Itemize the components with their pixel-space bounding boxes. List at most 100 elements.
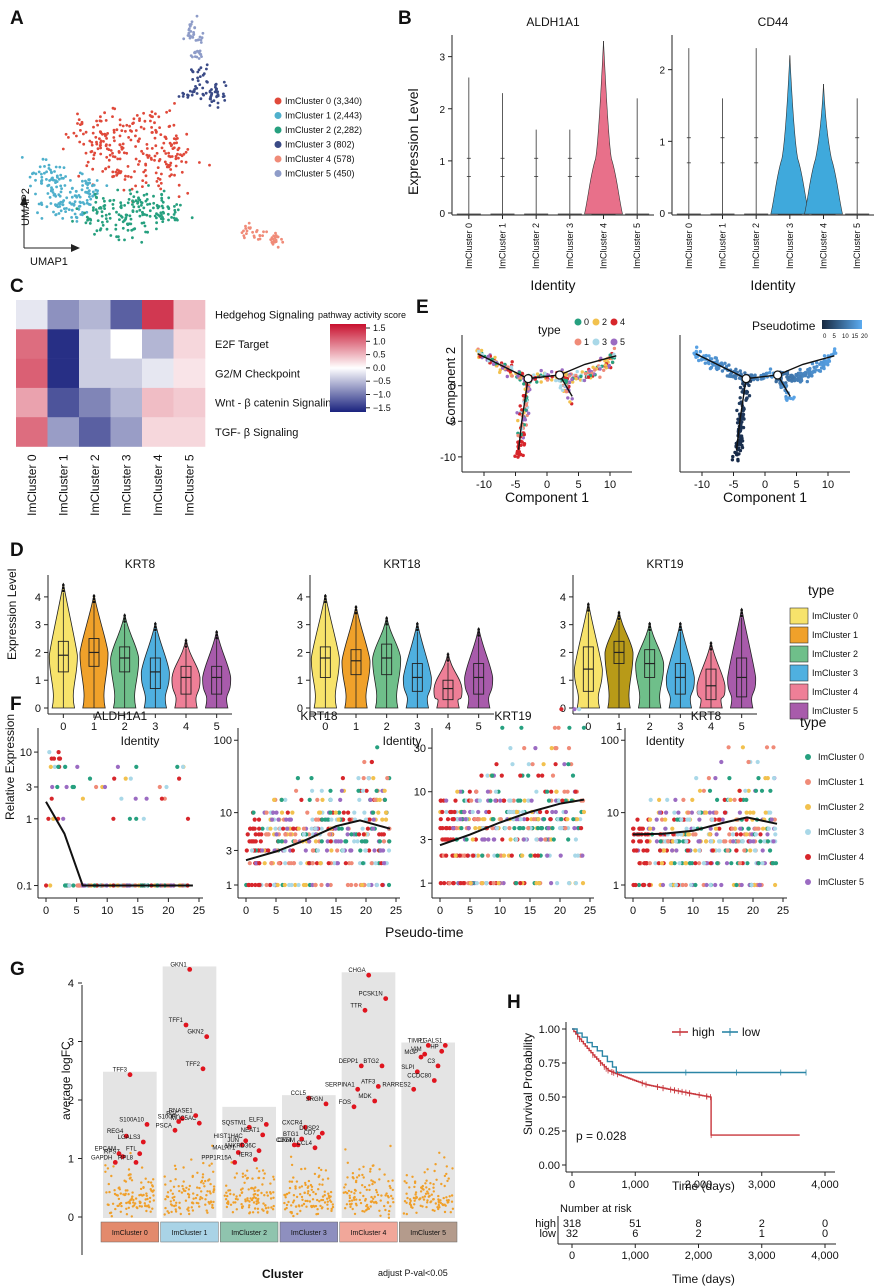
pseudo-point [526, 762, 531, 767]
traj-point [735, 421, 740, 425]
pseudo-point [364, 788, 369, 793]
pseudo-point [510, 762, 515, 767]
pseudo-point [366, 776, 371, 781]
violin-xtick-label: ImCluster 2 [531, 223, 541, 269]
pseudo-point [660, 882, 666, 888]
g-gene-point [127, 1206, 130, 1210]
g-gene-point [348, 1203, 352, 1206]
pseudo-point [472, 817, 478, 822]
pseudo-point [366, 882, 371, 888]
pseudo-point [637, 826, 642, 831]
pseudo-point [447, 826, 452, 831]
umap-point [118, 157, 122, 161]
g-gene-point [177, 1185, 180, 1188]
g-gene-point [389, 1205, 392, 1208]
umap-point [92, 183, 96, 187]
traj-point [738, 448, 743, 453]
pseudo-point [355, 839, 360, 844]
heatmap-cell [142, 300, 174, 330]
umap-point [161, 220, 165, 224]
g-gene-point [248, 1200, 251, 1203]
umap-point [50, 186, 53, 190]
pseudo-point [740, 839, 745, 844]
umap-point [31, 172, 34, 176]
pseudo-point [63, 764, 68, 770]
umap-point [98, 119, 102, 123]
g-gene-point [402, 1212, 406, 1215]
umap-legend-label: ImCluster 3 (802) [285, 140, 355, 150]
umap-point [138, 137, 141, 141]
pseudo-point [631, 839, 636, 844]
g-gene-point [426, 1201, 429, 1204]
krt-outlier [679, 625, 682, 629]
traj-point [751, 377, 756, 382]
g-gene-point [111, 1202, 115, 1206]
pseudo-point [677, 861, 682, 866]
umap-point [145, 192, 149, 196]
umap-point [116, 188, 120, 192]
krt-box [381, 643, 393, 676]
krt-outlier [709, 645, 713, 648]
g-gene-point [104, 1170, 107, 1174]
pseudo-point [525, 817, 530, 822]
g-gene-point [370, 1179, 373, 1182]
panel-d-ylabel: Expression Level [5, 569, 19, 660]
umap-point [172, 123, 176, 127]
krt-ytick-label: 4 [560, 592, 566, 604]
traj-branch-node [772, 370, 783, 380]
g-gene-point [431, 1208, 434, 1212]
g-cluster-band [160, 1221, 219, 1243]
traj-point [588, 369, 592, 373]
umap-point [222, 92, 225, 96]
traj-point [479, 348, 484, 353]
krt-box [442, 679, 454, 701]
traj-legend-title: type [538, 323, 561, 337]
umap-point [104, 167, 108, 170]
pseudo-point [323, 817, 328, 822]
colorbar-tick-label: −0.5 [373, 376, 391, 386]
g-gene-point [329, 1195, 332, 1198]
umap-point [46, 184, 50, 188]
g-gene-point [124, 1189, 128, 1192]
umap-point [245, 229, 249, 233]
g-marker-label: MUC5AC [171, 1116, 197, 1122]
umap-point [172, 146, 176, 150]
pseudo-point [764, 745, 770, 750]
pseudo-point [452, 809, 457, 815]
g-gene-point [260, 1191, 263, 1195]
umap-point [57, 202, 61, 205]
traj-branch-node [523, 373, 533, 384]
pseudo-point [560, 798, 565, 803]
umap-point [92, 125, 95, 129]
g-gene-point [187, 1209, 190, 1212]
krt-legend-swatch [789, 702, 809, 720]
pseudo-point [518, 826, 523, 831]
pseudo-point [556, 817, 561, 822]
g-gene-point [253, 1189, 256, 1193]
traj-point [566, 396, 570, 400]
umap-point [162, 149, 166, 153]
umap-point [118, 123, 122, 127]
krt-xlabel: Identity [646, 734, 685, 748]
pseudo-point [708, 882, 713, 888]
traj-point [708, 357, 713, 361]
umap-point [75, 195, 79, 199]
pseudo-point [638, 839, 644, 844]
traj-xtick-label: -5 [511, 479, 521, 491]
umap-point [141, 210, 144, 214]
g-marker-point [263, 1122, 269, 1127]
umap-point [45, 205, 49, 209]
umap-point [111, 203, 115, 206]
colorbar-tick-label: 1.5 [373, 323, 386, 333]
g-gene-point [174, 1167, 177, 1171]
pseudo-point [501, 853, 507, 858]
umap-point [70, 187, 74, 190]
umap-point [84, 151, 88, 155]
traj-point [739, 428, 743, 432]
umap-point [54, 194, 58, 198]
pseudo-point [653, 861, 658, 866]
traj-point [516, 374, 520, 378]
g-gene-point [263, 1172, 266, 1175]
umap-point [85, 199, 89, 202]
traj-point [568, 400, 572, 404]
